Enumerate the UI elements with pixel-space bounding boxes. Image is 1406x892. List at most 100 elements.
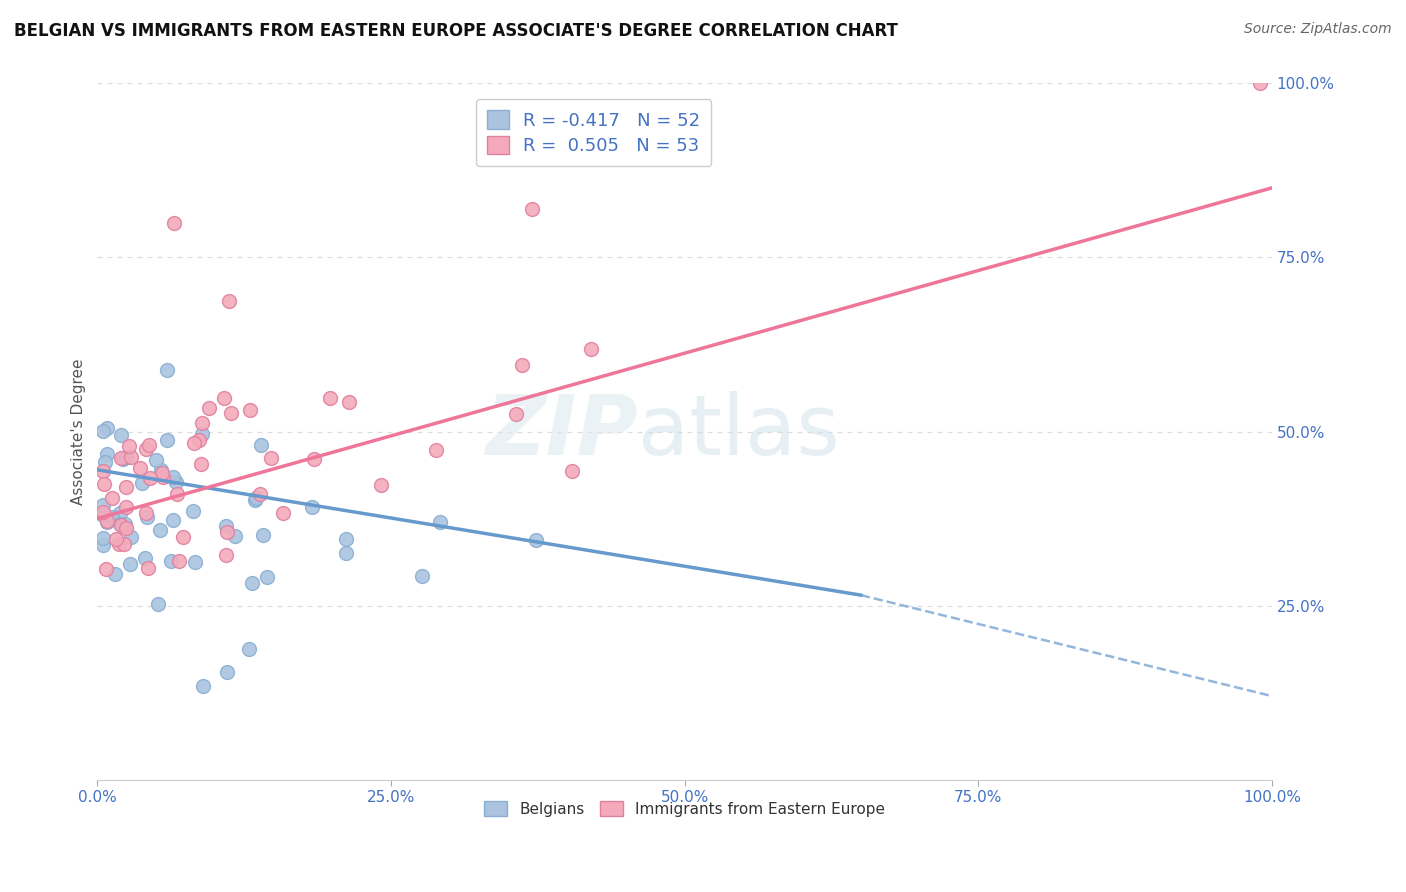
Point	[118, 557, 141, 571]
Point	[215, 548, 238, 562]
Point	[135, 442, 157, 457]
Point	[139, 471, 162, 485]
Point	[425, 443, 447, 458]
Point	[411, 569, 433, 583]
Point	[242, 575, 264, 590]
Point	[93, 476, 115, 491]
Point	[335, 532, 357, 546]
Point	[224, 529, 246, 543]
Point	[218, 294, 240, 309]
Point	[190, 457, 212, 471]
Point	[249, 487, 271, 501]
Point	[212, 392, 235, 406]
Point	[91, 538, 114, 552]
Point	[96, 514, 118, 528]
Point	[107, 537, 129, 551]
Point	[561, 464, 583, 478]
Point	[302, 451, 325, 466]
Text: ZIP: ZIP	[485, 391, 638, 472]
Point	[219, 406, 242, 420]
Point	[91, 498, 114, 512]
Point	[245, 491, 267, 505]
Point	[108, 517, 131, 532]
Legend: Belgians, Immigrants from Eastern Europe: Belgians, Immigrants from Eastern Europe	[477, 793, 893, 824]
Text: atlas: atlas	[638, 391, 839, 472]
Point	[134, 551, 156, 566]
Point	[301, 500, 323, 514]
Point	[138, 438, 160, 452]
Point	[579, 342, 602, 356]
Point	[152, 470, 174, 484]
Point	[94, 562, 117, 576]
Y-axis label: Associate's Degree: Associate's Degree	[72, 359, 86, 505]
Point	[101, 491, 124, 506]
Point	[120, 450, 142, 464]
Point	[115, 480, 138, 494]
Point	[94, 455, 117, 469]
Point	[96, 421, 118, 435]
Point	[191, 426, 214, 441]
Point	[138, 561, 160, 575]
Text: BELGIAN VS IMMIGRANTS FROM EASTERN EUROPE ASSOCIATE'S DEGREE CORRELATION CHART: BELGIAN VS IMMIGRANTS FROM EASTERN EUROP…	[14, 22, 898, 40]
Point	[156, 434, 179, 448]
Point	[135, 506, 157, 520]
Point	[215, 518, 238, 533]
Point	[215, 665, 238, 679]
Point	[191, 679, 214, 693]
Point	[165, 475, 187, 490]
Point	[191, 417, 214, 431]
Point	[319, 391, 342, 405]
Point	[96, 447, 118, 461]
Point	[110, 427, 132, 442]
Point	[429, 515, 451, 529]
Point	[252, 528, 274, 542]
Point	[163, 216, 186, 230]
Point	[520, 202, 543, 216]
Point	[198, 401, 221, 415]
Point	[136, 509, 159, 524]
Point	[149, 523, 172, 537]
Point	[167, 554, 190, 568]
Point	[183, 504, 205, 518]
Point	[188, 433, 211, 447]
Point	[238, 642, 260, 657]
Point	[115, 450, 138, 465]
Point	[156, 363, 179, 377]
Point	[150, 467, 173, 481]
Point	[115, 521, 138, 535]
Point	[183, 436, 205, 450]
Point	[183, 555, 205, 569]
Point	[114, 516, 136, 531]
Point	[510, 358, 533, 372]
Point	[104, 532, 127, 546]
Point	[114, 500, 136, 514]
Point	[172, 530, 194, 544]
Point	[91, 464, 114, 478]
Text: Source: ZipAtlas.com: Source: ZipAtlas.com	[1244, 22, 1392, 37]
Point	[110, 517, 132, 532]
Point	[370, 478, 392, 492]
Point	[118, 439, 141, 453]
Point	[337, 394, 360, 409]
Point	[271, 507, 294, 521]
Point	[166, 487, 188, 501]
Point	[103, 567, 125, 582]
Point	[162, 469, 184, 483]
Point	[131, 475, 153, 490]
Point	[91, 531, 114, 545]
Point	[108, 507, 131, 521]
Point	[111, 452, 134, 467]
Point	[96, 515, 118, 529]
Point	[335, 546, 357, 560]
Point	[1249, 77, 1271, 91]
Point	[91, 424, 114, 438]
Point	[91, 505, 114, 519]
Point	[120, 530, 142, 544]
Point	[215, 524, 238, 539]
Point	[159, 554, 181, 568]
Point	[150, 463, 173, 477]
Point	[162, 513, 184, 527]
Point	[243, 493, 266, 508]
Point	[112, 537, 135, 551]
Point	[505, 407, 527, 421]
